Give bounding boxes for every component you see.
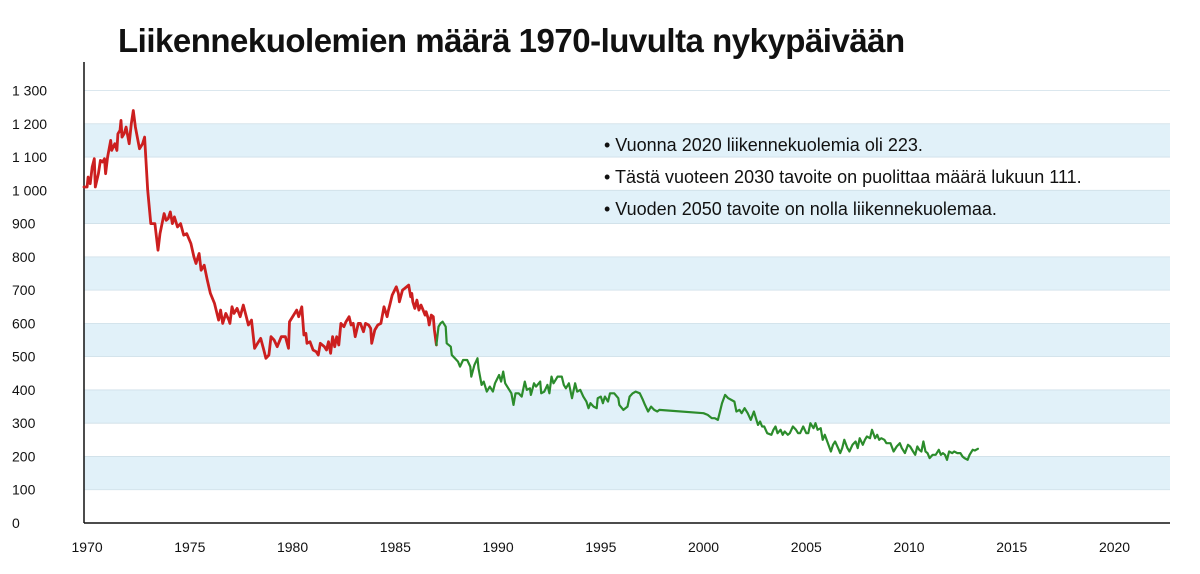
x-tick-label: 1980 (277, 539, 308, 555)
y-tick-label: 700 (12, 282, 36, 298)
y-tick-label: 600 (12, 315, 36, 331)
y-tick-label: 100 (12, 482, 36, 498)
series-line-2 (435, 320, 980, 461)
y-tick-label: 900 (12, 216, 36, 232)
series-line-1 (82, 109, 438, 360)
y-tick-label: 500 (12, 349, 36, 365)
x-axis-ticks: 1970 1975 1980 1985 1990 1995 2000 2005 2010 2015… (72, 539, 1131, 555)
y-tick-label: 300 (12, 415, 36, 431)
x-tick-label: 1990 (482, 539, 513, 555)
y-axis-ticks: 0 100 200 300 400 500 600 700 800 900 1 000 1 100 1 … (12, 83, 47, 532)
x-tick-label: 2005 (791, 539, 822, 555)
x-tick-label: 2015 (996, 539, 1027, 555)
series-layer (82, 109, 980, 461)
y-tick-label: 1 300 (12, 83, 47, 99)
grid-band (84, 190, 1170, 224)
grid-band (84, 323, 1170, 357)
grid-band (84, 256, 1170, 291)
grid-band (84, 456, 1170, 490)
x-tick-label: 1975 (174, 539, 205, 555)
y-tick-label: 1 000 (12, 182, 47, 198)
x-tick-label: 1995 (585, 539, 616, 555)
annotation-2: • Tästä vuoteen 2030 tavoite on puolitta… (604, 167, 1082, 187)
chart-title: Liikennekuolemien määrä 1970-luvulta nyk… (118, 22, 905, 59)
x-tick-label: 2000 (688, 539, 719, 555)
x-tick-label: 1970 (72, 539, 103, 555)
y-tick-label: 1 100 (12, 149, 47, 165)
grid-band (84, 123, 1170, 158)
annotation-1: • Vuonna 2020 liikennekuolemia oli 223. (604, 135, 923, 155)
x-tick-label: 1985 (380, 539, 411, 555)
x-tick-label: 2020 (1099, 539, 1130, 555)
y-tick-label: 1 200 (12, 116, 47, 132)
y-tick-label: 200 (12, 448, 36, 464)
y-tick-label: 0 (12, 515, 20, 531)
y-tick-label: 400 (12, 382, 36, 398)
annotations: • Vuonna 2020 liikennekuolemia oli 223. … (604, 135, 1082, 219)
x-tick-label: 2010 (893, 539, 924, 555)
y-tick-label: 800 (12, 249, 36, 265)
background-bands (84, 90, 1170, 524)
annotation-3: • Vuoden 2050 tavoite on nolla liikennek… (604, 199, 997, 219)
